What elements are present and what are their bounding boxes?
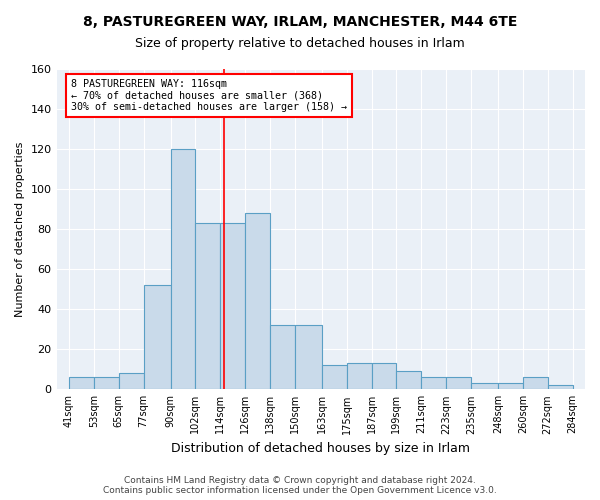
- Y-axis label: Number of detached properties: Number of detached properties: [15, 142, 25, 317]
- Bar: [523, 378, 548, 390]
- Bar: [471, 384, 498, 390]
- Text: Contains HM Land Registry data © Crown copyright and database right 2024.
Contai: Contains HM Land Registry data © Crown c…: [103, 476, 497, 495]
- Text: 8, PASTUREGREEN WAY, IRLAM, MANCHESTER, M44 6TE: 8, PASTUREGREEN WAY, IRLAM, MANCHESTER, …: [83, 15, 517, 29]
- Bar: [220, 223, 245, 390]
- Bar: [94, 378, 119, 390]
- Bar: [69, 378, 94, 390]
- Bar: [270, 325, 295, 390]
- Bar: [245, 213, 270, 390]
- Bar: [548, 386, 572, 390]
- Bar: [446, 378, 471, 390]
- Bar: [397, 372, 421, 390]
- Bar: [421, 378, 446, 390]
- Bar: [371, 364, 397, 390]
- Bar: [347, 364, 371, 390]
- Text: Size of property relative to detached houses in Irlam: Size of property relative to detached ho…: [135, 38, 465, 51]
- X-axis label: Distribution of detached houses by size in Irlam: Distribution of detached houses by size …: [171, 442, 470, 455]
- Bar: [295, 325, 322, 390]
- Bar: [196, 223, 220, 390]
- Bar: [170, 149, 196, 390]
- Bar: [498, 384, 523, 390]
- Bar: [143, 285, 170, 390]
- Bar: [322, 366, 347, 390]
- Bar: [119, 374, 143, 390]
- Text: 8 PASTUREGREEN WAY: 116sqm
← 70% of detached houses are smaller (368)
30% of sem: 8 PASTUREGREEN WAY: 116sqm ← 70% of deta…: [71, 79, 347, 112]
